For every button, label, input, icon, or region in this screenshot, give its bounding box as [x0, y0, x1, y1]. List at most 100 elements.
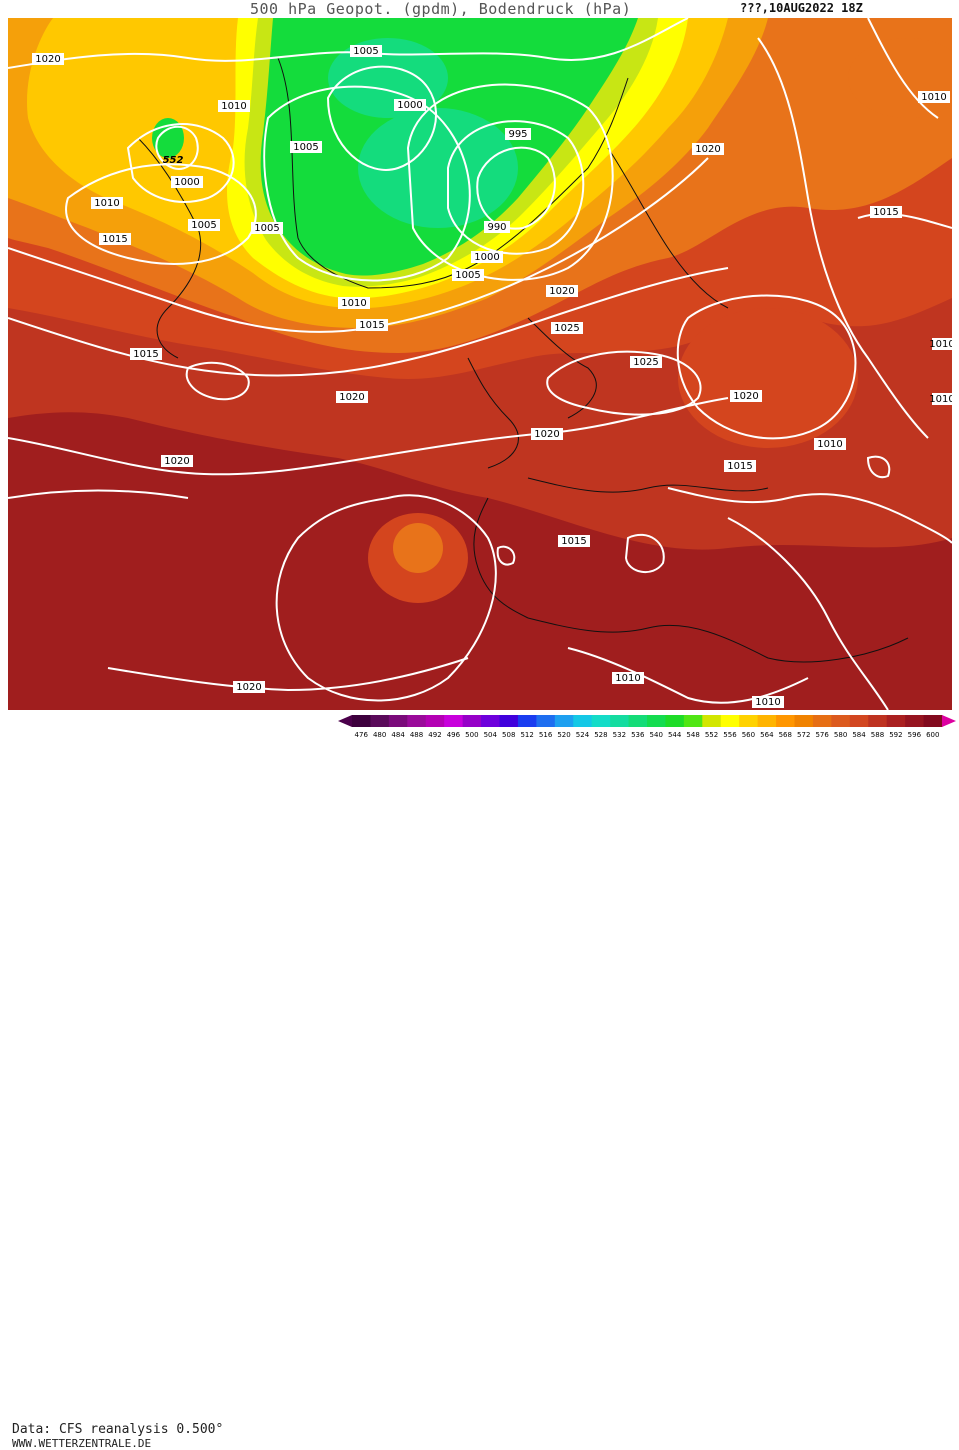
field-blob-central — [678, 308, 858, 448]
legend-arrow-right — [942, 715, 956, 727]
legend-swatch — [794, 715, 814, 727]
svg-text:1010: 1010 — [817, 439, 842, 450]
legend-arrow-left — [338, 715, 352, 727]
legend-swatch — [923, 715, 943, 727]
legend-swatch — [647, 715, 666, 727]
weather-map: 1020 1005 1010 1000 995 1005 552 1000 10… — [8, 18, 952, 710]
svg-text:1005: 1005 — [455, 270, 480, 281]
legend-swatch — [591, 715, 611, 727]
svg-text:1005: 1005 — [293, 142, 318, 153]
isobar-label: 1010 — [338, 297, 370, 309]
legend-tick-label: 512 — [520, 731, 533, 739]
isobar-label: 1010 — [612, 672, 644, 684]
svg-text:1015: 1015 — [133, 349, 158, 360]
chart-title: 500 hPa Geopot. (gpdm), Bodendruck (hPa) — [250, 0, 632, 18]
svg-text:1020: 1020 — [549, 286, 574, 297]
isobar-label: 1005 — [188, 219, 220, 231]
legend-tick-label: 552 — [705, 731, 718, 739]
svg-text:1000: 1000 — [397, 100, 422, 111]
isobar-label: 1015 — [558, 535, 590, 547]
svg-text:1025: 1025 — [633, 357, 658, 368]
svg-text:1010: 1010 — [341, 298, 366, 309]
legend-tick-label: 492 — [428, 731, 441, 739]
svg-text:1015: 1015 — [561, 536, 586, 547]
svg-text:1025: 1025 — [554, 323, 579, 334]
isobar-label: 1020 — [32, 53, 64, 65]
isobar-label: 1015 — [130, 348, 162, 360]
legend-swatch — [517, 715, 537, 727]
isobar-label: 1010 — [918, 91, 950, 103]
isobar-label: 1020 — [531, 428, 563, 440]
legend-swatch — [905, 715, 925, 727]
legend-swatch — [757, 715, 777, 727]
svg-text:1010: 1010 — [921, 92, 946, 103]
isobar-label: 1020 — [161, 455, 193, 467]
isobar-label: 1020 — [692, 143, 724, 155]
isobar-label: 1000 — [171, 176, 203, 188]
svg-text:1000: 1000 — [174, 177, 199, 188]
legend-swatch — [352, 715, 371, 727]
svg-text:1005: 1005 — [254, 223, 279, 234]
svg-text:1010: 1010 — [755, 697, 780, 708]
isobar-label: 1025 — [630, 356, 662, 368]
data-source-label: Data: CFS reanalysis 0.500° — [12, 1422, 224, 1437]
geopotential-label: 552 — [163, 155, 184, 166]
svg-text:1015: 1015 — [102, 234, 127, 245]
legend-swatch — [886, 715, 906, 727]
legend-tick-label: 520 — [557, 731, 570, 739]
isobar-label: 1005 — [251, 222, 283, 234]
run-date-label: ???,10AUG2022 18Z — [740, 1, 863, 15]
legend-swatch — [628, 715, 648, 727]
svg-text:1015: 1015 — [873, 207, 898, 218]
legend-swatch — [702, 715, 722, 727]
legend-swatch — [831, 715, 851, 727]
legend-tick-label: 496 — [447, 731, 461, 739]
legend-tick-label: 572 — [797, 731, 810, 739]
legend-swatch — [425, 715, 445, 727]
isobar-label: 1010 — [814, 438, 846, 450]
isobar-label: 1020 — [546, 285, 578, 297]
isobar-label: 1020 — [336, 391, 368, 403]
isobar-label: 1015 — [724, 460, 756, 472]
svg-text:1010: 1010 — [929, 339, 952, 350]
isobar-label: 990 — [484, 221, 510, 233]
legend-tick-label: 488 — [410, 731, 423, 739]
svg-text:1005: 1005 — [353, 46, 378, 57]
field-teal-green — [358, 108, 518, 228]
legend-tick-label: 540 — [650, 731, 663, 739]
isobar-label: 1010 — [929, 393, 952, 405]
svg-text:1010: 1010 — [929, 394, 952, 405]
legend-swatch — [370, 715, 390, 727]
svg-text:1010: 1010 — [94, 198, 119, 209]
isobar-label: 1010 — [752, 696, 784, 708]
coastlines — [137, 57, 909, 663]
legend-swatch — [683, 715, 703, 727]
svg-text:1010: 1010 — [615, 673, 640, 684]
legend-tick-label: 544 — [668, 731, 682, 739]
legend-tick-label: 588 — [871, 731, 884, 739]
field-teal-green-north — [328, 38, 448, 118]
legend-swatch — [812, 715, 832, 727]
legend-tick-label: 548 — [686, 731, 699, 739]
legend-tick-label: 508 — [502, 731, 515, 739]
svg-text:995: 995 — [508, 129, 527, 140]
isobar-label: 1015 — [356, 319, 388, 331]
legend-swatch — [739, 715, 759, 727]
svg-text:1020: 1020 — [534, 429, 559, 440]
legend-swatch — [407, 715, 427, 727]
svg-text:1015: 1015 — [359, 320, 384, 331]
isobar-label: 995 — [505, 128, 531, 140]
legend-tick-label: 500 — [465, 731, 478, 739]
legend-tick-label: 592 — [889, 731, 902, 739]
legend-tick-label: 476 — [355, 731, 369, 739]
isobar-labels: 1020 1005 1010 1000 995 1005 552 1000 10… — [32, 45, 952, 708]
svg-text:1015: 1015 — [727, 461, 752, 472]
legend-tick-label: 564 — [760, 731, 774, 739]
isobar-label: 1010 — [218, 100, 250, 112]
legend-tick-label: 576 — [815, 731, 829, 739]
svg-text:1020: 1020 — [339, 392, 364, 403]
svg-text:1020: 1020 — [695, 144, 720, 155]
legend-tick-label: 516 — [539, 731, 553, 739]
legend-swatch — [720, 715, 740, 727]
legend-swatch — [849, 715, 869, 727]
